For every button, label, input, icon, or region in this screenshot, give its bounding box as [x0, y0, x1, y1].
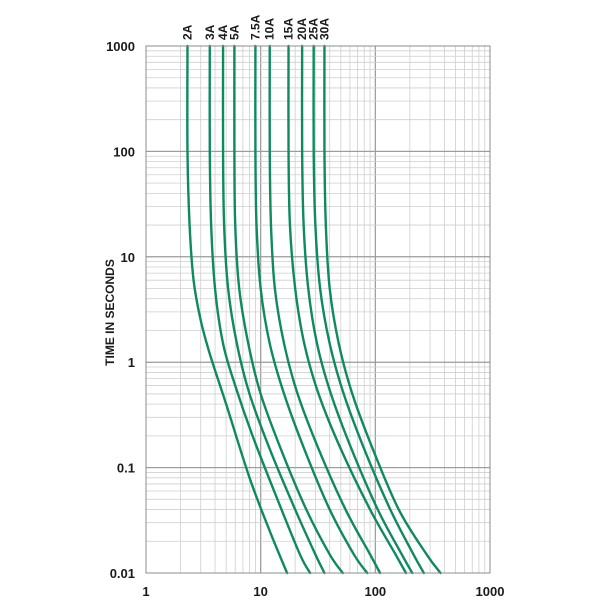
- y-tick-label: 100: [113, 144, 135, 159]
- y-tick-label: 1000: [106, 39, 135, 54]
- series-label: 7.5A: [248, 14, 262, 40]
- series-label: 25A: [307, 18, 321, 40]
- series-label: 3A: [203, 24, 217, 40]
- series-curve-7_5A: [254, 44, 369, 575]
- plot-frame: [145, 45, 491, 574]
- series-curve-10A: [268, 44, 382, 575]
- series-label: 20A: [295, 18, 309, 40]
- series-label: 5A: [227, 24, 241, 40]
- series-label: 2A: [180, 24, 194, 40]
- series-label: 4A: [216, 24, 230, 40]
- series-curve-4A: [221, 44, 326, 575]
- series-curve-20A: [300, 44, 414, 575]
- series-curve-3A: [208, 44, 312, 575]
- y-tick-label: 0.1: [117, 461, 135, 476]
- series-curve-2A: [186, 44, 289, 575]
- series-label: 10A: [263, 18, 277, 40]
- series-curve-5A: [233, 44, 344, 575]
- series-curve-30A: [323, 44, 442, 575]
- y-tick-label: 0.01: [110, 566, 135, 581]
- x-tick-label: 1000: [476, 584, 505, 599]
- x-tick-label: 1: [142, 584, 149, 599]
- x-tick-label: 100: [364, 584, 386, 599]
- x-tick-label: 10: [253, 584, 267, 599]
- series-label: 15A: [282, 18, 296, 40]
- curve-layer: [186, 44, 442, 575]
- y-axis-title: TIME IN SECONDS: [103, 259, 117, 366]
- y-tick-label: 1: [128, 355, 135, 370]
- series-label: 30A: [317, 18, 331, 40]
- series-curve-15A: [287, 44, 408, 575]
- series-curve-25A: [312, 44, 426, 575]
- y-tick-label: 10: [121, 250, 135, 265]
